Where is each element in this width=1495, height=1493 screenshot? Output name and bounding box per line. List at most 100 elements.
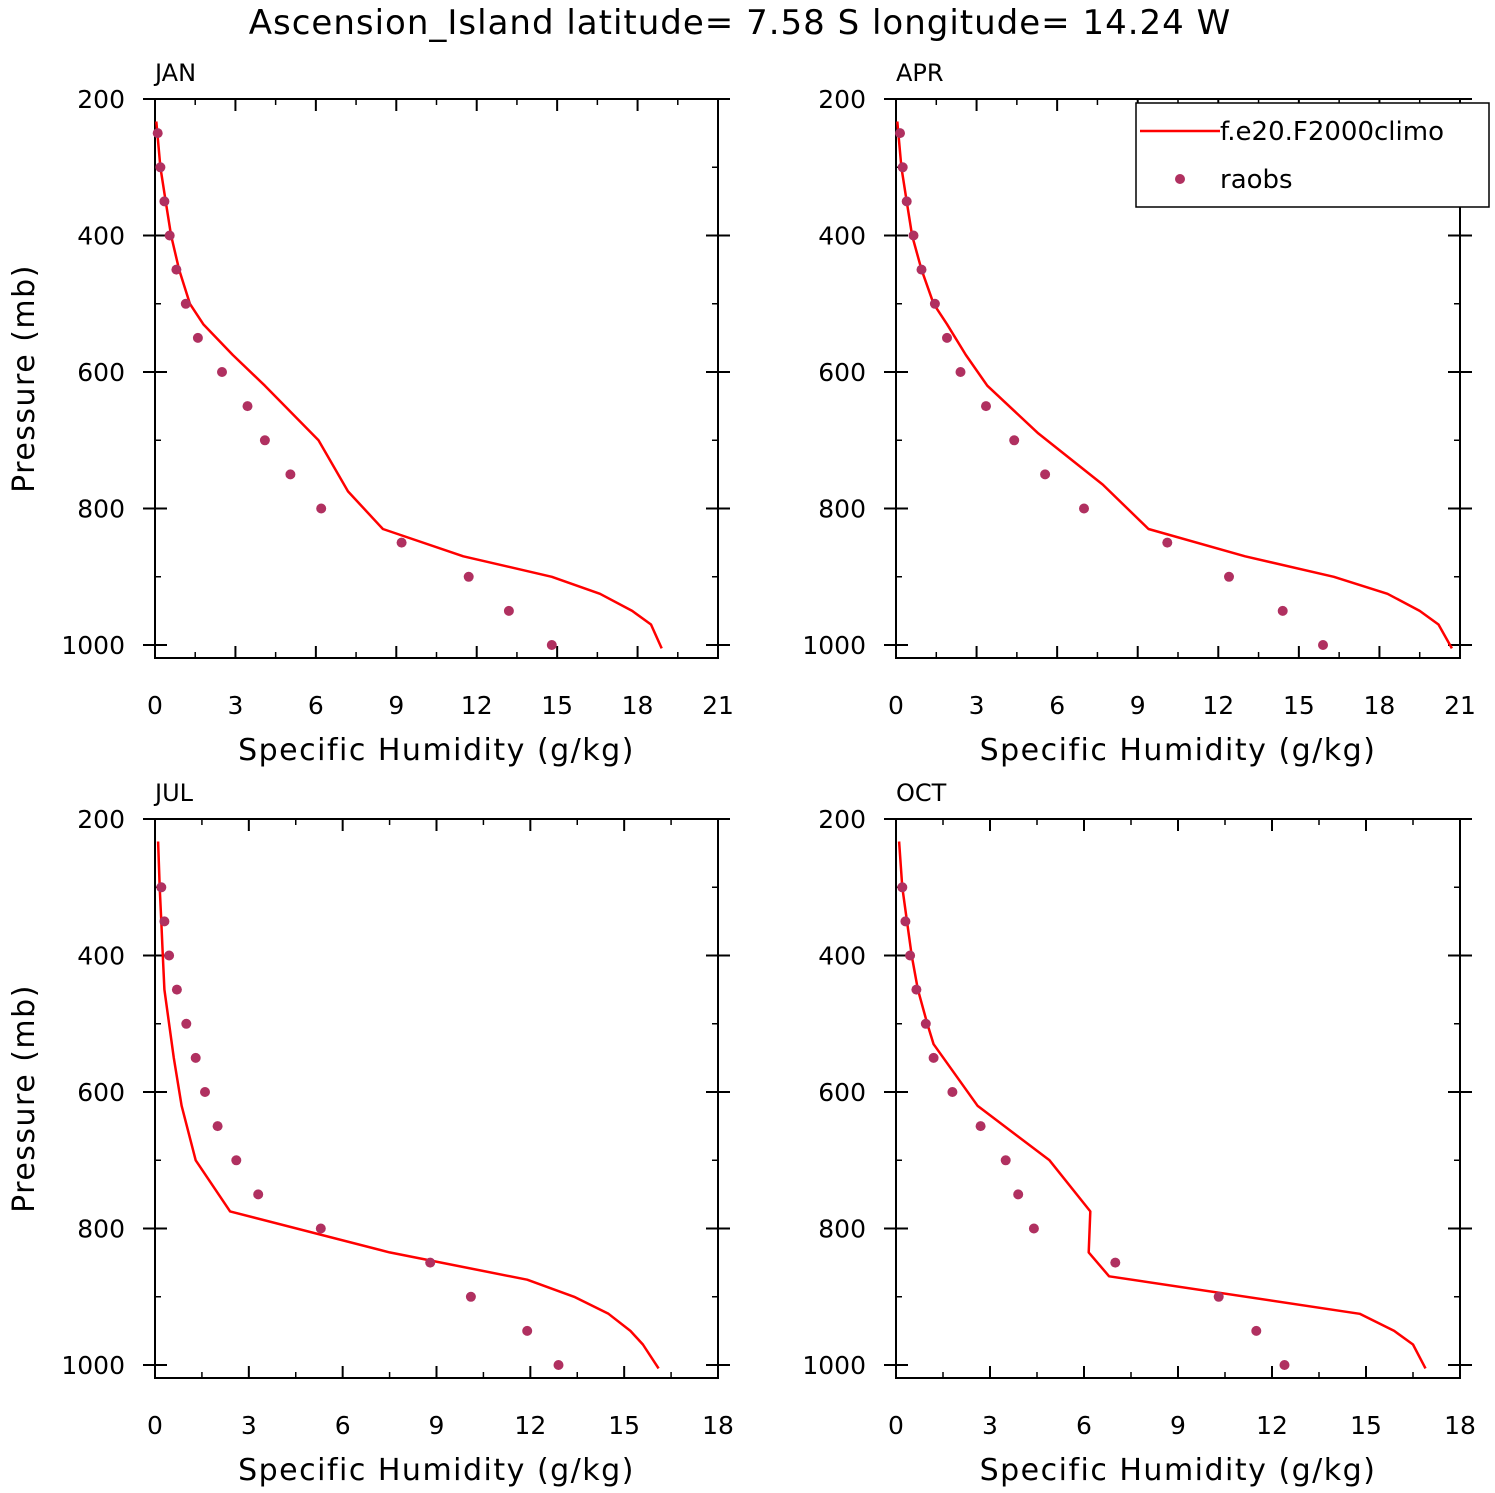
obs-point (242, 401, 253, 412)
x-tick-label: 3 (969, 691, 985, 720)
y-tick-label: 400 (77, 222, 125, 251)
x-tick-label: 15 (541, 691, 573, 720)
x-tick-label: 3 (227, 691, 243, 720)
obs-point (1110, 1257, 1121, 1268)
x-axis-label: Specific Humidity (g/kg) (980, 733, 1377, 768)
obs-point (231, 1155, 242, 1166)
obs-point (911, 984, 922, 995)
x-tick-label: 9 (1130, 691, 1146, 720)
x-tick-label: 18 (622, 691, 654, 720)
obs-point (164, 230, 175, 241)
obs-point (259, 435, 270, 446)
y-axis-label: Pressure (mb) (7, 984, 42, 1213)
x-tick-label: 6 (1049, 691, 1065, 720)
obs-point (1277, 605, 1288, 616)
y-tick-label: 1000 (61, 631, 125, 660)
obs-point (152, 128, 163, 139)
obs-point (929, 298, 940, 309)
obs-point (171, 984, 182, 995)
figure-title: Ascension_Island latitude= 7.58 S longit… (249, 3, 1232, 43)
plot-frame (895, 818, 1461, 1379)
legend: f.e20.F2000climo raobs (1135, 102, 1490, 208)
y-tick-label: 600 (818, 1078, 866, 1107)
obs-point (156, 882, 167, 893)
obs-point (1013, 1189, 1024, 1200)
model-line (896, 121, 1453, 650)
y-tick-label: 600 (77, 1078, 125, 1107)
x-tick-label: 6 (335, 1411, 351, 1440)
x-tick-label: 12 (1202, 691, 1234, 720)
obs-point (553, 1360, 564, 1370)
obs-point (1000, 1155, 1011, 1166)
x-axis-label: Specific Humidity (g/kg) (238, 733, 635, 768)
plot-frame (154, 98, 719, 659)
panel-apr: APR 0 3 6 9 12 15 18 21 200 400 600 800 1000 Specific … (802, 59, 1476, 768)
legend-marker-swatch (1175, 174, 1185, 184)
obs-point (181, 1018, 192, 1029)
obs-point (981, 401, 991, 412)
obs-point (1213, 1291, 1224, 1302)
obs-point (897, 162, 908, 173)
obs-point (908, 230, 919, 241)
panel-oct: OCT 0 3 6 9 12 15 18 200 400 600 800 1000 Specific Hu… (802, 779, 1476, 1488)
obs-point (1040, 469, 1051, 480)
y-tick-label: 400 (818, 942, 866, 971)
obs-point (975, 1121, 986, 1132)
panel-jul: JUL 0 3 6 9 12 15 18 200 400 600 800 1000 Specific Hu… (7, 779, 734, 1488)
obs-point (1028, 1223, 1039, 1234)
x-tick-label: 0 (147, 691, 163, 720)
y-tick-label: 1000 (802, 1351, 866, 1380)
x-tick-label: 15 (608, 1411, 640, 1440)
x-tick-label: 0 (147, 1411, 163, 1440)
obs-point (522, 1325, 533, 1336)
obs-point (1224, 571, 1234, 582)
obs-point (192, 332, 203, 343)
model-line (156, 841, 660, 1370)
y-tick-label: 600 (818, 358, 866, 387)
legend-model-label: f.e20.F2000climo (1220, 117, 1444, 147)
model-line (155, 121, 663, 649)
obs-point (315, 1223, 326, 1234)
model-line (897, 841, 1427, 1369)
obs-point (253, 1189, 264, 1200)
y-tick-label: 200 (77, 805, 125, 834)
obs-point (901, 196, 912, 207)
x-tick-label: 9 (1170, 1411, 1186, 1440)
y-tick-label: 800 (77, 495, 125, 524)
obs-point (217, 367, 227, 377)
obs-point (916, 264, 927, 275)
obs-point (900, 916, 911, 927)
obs-point (1251, 1325, 1262, 1336)
obs-point (928, 1052, 939, 1063)
x-tick-label: 21 (702, 691, 734, 720)
obs-point (159, 196, 170, 207)
x-axis-label: Specific Humidity (g/kg) (980, 1453, 1377, 1488)
obs-point (159, 916, 170, 927)
x-tick-label: 18 (1364, 691, 1396, 720)
x-tick-label: 12 (1256, 1411, 1288, 1440)
y-tick-label: 800 (77, 1215, 125, 1244)
y-tick-label: 200 (77, 85, 125, 114)
legend-box (1135, 102, 1490, 208)
x-tick-label: 21 (1444, 691, 1476, 720)
y-tick-label: 600 (77, 358, 125, 387)
obs-point (1009, 435, 1020, 446)
x-tick-label: 0 (888, 1411, 904, 1440)
obs-point (425, 1257, 436, 1268)
obs-point (546, 640, 557, 650)
x-tick-label: 9 (388, 691, 404, 720)
obs-point (503, 605, 514, 616)
panel-title: OCT (896, 779, 947, 807)
y-tick-label: 400 (818, 222, 866, 251)
x-tick-label: 15 (1350, 1411, 1382, 1440)
obs-point (155, 162, 166, 173)
x-tick-label: 18 (702, 1411, 734, 1440)
obs-point (396, 537, 407, 548)
obs-point (905, 950, 916, 961)
x-tick-label: 15 (1283, 691, 1315, 720)
x-tick-label: 12 (514, 1411, 546, 1440)
y-axis-label: Pressure (mb) (7, 264, 42, 493)
obs-point (463, 571, 474, 582)
